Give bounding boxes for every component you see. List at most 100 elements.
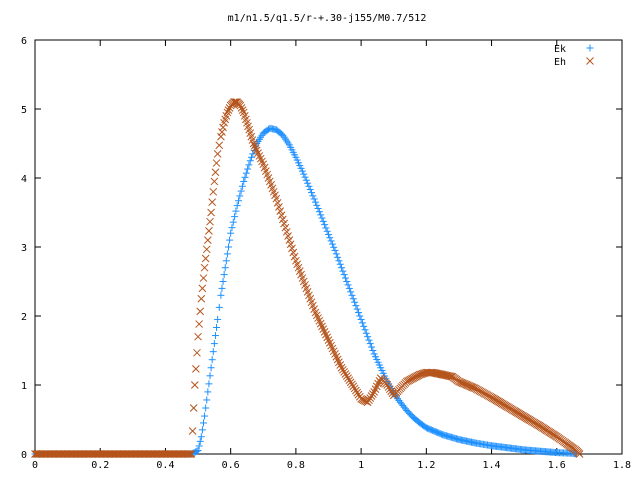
- x-tick-label: 0.8: [287, 460, 305, 471]
- data-point-eh: [350, 384, 359, 393]
- data-point-eh: [203, 236, 212, 244]
- data-point-ek: [345, 284, 353, 292]
- data-point-ek: [242, 169, 250, 177]
- data-point-eh: [223, 108, 232, 117]
- data-point-ek: [204, 388, 212, 396]
- data-point-eh: [290, 252, 299, 261]
- data-point-eh: [365, 396, 373, 405]
- data-point-ek: [222, 257, 230, 265]
- data-point-eh: [198, 284, 207, 293]
- y-tick-labels: 0 1 2 3 4 5 6: [21, 36, 27, 461]
- data-point-ek: [357, 315, 365, 323]
- data-point-ek: [328, 240, 336, 248]
- data-point-ek: [332, 250, 340, 258]
- data-point-ek: [211, 332, 219, 340]
- data-point-eh: [195, 320, 203, 328]
- data-point-ek: [392, 393, 400, 401]
- data-point-ek: [334, 253, 342, 261]
- data-point-ek: [244, 165, 252, 173]
- x-tick-label: 1.6: [548, 460, 566, 471]
- data-point-eh: [468, 383, 477, 392]
- data-point-ek: [364, 333, 372, 341]
- data-point-ek: [223, 250, 231, 258]
- data-point-eh: [342, 372, 351, 380]
- data-point-eh: [345, 376, 354, 385]
- y-tick-label: 0: [21, 450, 27, 461]
- legend-label-ek: Ek: [554, 44, 566, 55]
- data-point-eh: [348, 380, 356, 389]
- data-point-eh: [384, 383, 393, 391]
- data-point-eh: [205, 227, 213, 235]
- data-point-eh: [190, 381, 199, 389]
- data-point-ek: [309, 192, 317, 200]
- data-point-eh: [217, 132, 225, 141]
- data-point-ek: [226, 236, 234, 244]
- plot-frame: [34, 39, 623, 455]
- data-point-ek: [349, 295, 357, 303]
- y-tick-label: 4: [21, 174, 27, 185]
- data-point-ek: [313, 201, 321, 209]
- data-point-ek: [302, 176, 310, 184]
- y-tick-label: 5: [21, 105, 27, 116]
- data-point-ek: [305, 182, 313, 190]
- data-point-ek: [197, 433, 205, 441]
- data-point-ek: [341, 274, 349, 282]
- data-point-ek: [311, 198, 319, 206]
- data-point-eh: [188, 427, 197, 435]
- data-point-eh: [197, 294, 206, 303]
- data-point-ek: [209, 348, 217, 356]
- data-point-ek: [237, 187, 245, 195]
- data-point-eh: [251, 144, 260, 152]
- data-point-eh: [187, 450, 196, 458]
- data-point-ek: [227, 229, 235, 237]
- data-point-ek: [196, 437, 204, 445]
- data-point-eh: [207, 208, 215, 217]
- data-point-eh: [206, 217, 214, 226]
- data-point-eh: [284, 232, 292, 240]
- data-point-ek: [338, 264, 346, 272]
- data-point-ek: [351, 298, 359, 306]
- data-point-eh: [363, 398, 372, 407]
- data-point-eh: [366, 394, 375, 402]
- data-point-eh: [353, 388, 362, 397]
- data-point-eh: [447, 372, 456, 381]
- data-point-eh: [383, 381, 392, 389]
- legend-marker-ek: [586, 44, 594, 52]
- data-point-eh: [288, 244, 296, 253]
- data-point-ek: [327, 237, 335, 245]
- data-point-eh: [368, 390, 377, 398]
- data-point-eh: [285, 236, 294, 244]
- data-point-ek: [224, 243, 232, 251]
- data-point-ek: [391, 391, 399, 399]
- data-point-ek: [240, 177, 248, 185]
- data-point-ek: [245, 161, 253, 169]
- data-point-eh: [185, 450, 193, 458]
- data-point-ek: [202, 404, 210, 412]
- data-point-ek: [319, 217, 327, 225]
- data-point-ek: [300, 170, 308, 178]
- data-point-ek: [330, 243, 338, 251]
- data-point-ek: [203, 396, 211, 404]
- data-point-eh: [275, 203, 283, 211]
- data-point-ek: [339, 267, 347, 275]
- data-point-ek: [206, 372, 214, 380]
- data-point-ek: [298, 167, 306, 175]
- data-point-ek: [348, 291, 356, 299]
- data-point-ek: [331, 246, 339, 254]
- data-point-ek: [318, 214, 326, 222]
- legend-marker-ek-glyph: [586, 44, 594, 52]
- data-point-eh: [208, 198, 217, 207]
- x-tick-label: 0.4: [156, 460, 174, 471]
- data-point-eh: [193, 348, 201, 357]
- data-point-eh: [344, 374, 352, 382]
- data-point-eh: [211, 168, 220, 177]
- data-point-ek: [231, 213, 239, 221]
- data-point-eh: [209, 187, 218, 196]
- data-point-ek: [361, 326, 369, 334]
- data-point-eh: [224, 106, 233, 115]
- x-tick-label: 0.2: [91, 460, 109, 471]
- data-point-ek: [353, 305, 361, 313]
- data-point-ek: [205, 380, 213, 388]
- data-point-ek: [219, 278, 227, 285]
